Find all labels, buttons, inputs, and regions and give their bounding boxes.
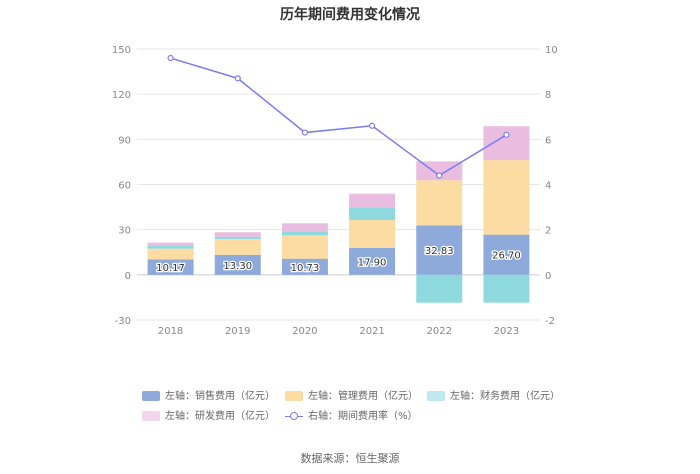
y-right-tick-label: 2 (545, 226, 551, 237)
data-label: 10.17 (156, 263, 185, 274)
y-right-tick-label: 6 (545, 135, 551, 146)
bar-segment (281, 258, 328, 275)
bar-segment (147, 248, 194, 260)
legend-item-expense-ratio[interactable]: 右轴：期间费用率（%） (285, 410, 418, 424)
bar-segment (483, 126, 530, 161)
legend-swatch-admin (285, 391, 303, 401)
bar-segment (483, 160, 530, 235)
x-tick-label: 2018 (158, 326, 183, 337)
bar-segment (214, 254, 261, 275)
bar-segment (416, 225, 463, 275)
bar-segment (416, 274, 463, 303)
data-label: 17.90 (358, 257, 387, 268)
bar-segment (214, 236, 261, 240)
legend-label-sales: 左轴：销售费用（亿元） (165, 391, 275, 402)
expense-ratio-line (170, 57, 507, 177)
x-tick-label: 2019 (225, 326, 250, 337)
bar-segment (147, 259, 194, 275)
bar-segment (349, 193, 396, 208)
x-tick-label: 2022 (427, 326, 452, 337)
y-left-tick-label: 60 (118, 181, 131, 192)
legend-item-admin[interactable]: 左轴：管理费用（亿元） (285, 390, 418, 404)
y-left-tick-label: 0 (125, 271, 131, 282)
legend-line-icon (285, 411, 303, 421)
y-left-tick-label: 90 (118, 135, 131, 146)
line-point (234, 75, 241, 82)
legend-swatch-rnd (142, 411, 160, 421)
legend-label-expense-ratio: 右轴：期间费用率（%） (308, 411, 418, 422)
data-label: 10.73 (291, 263, 320, 274)
x-tick-label: 2020 (292, 326, 317, 337)
y-right-tick-label: 0 (545, 271, 551, 282)
data-source: 数据来源：恒生聚源 (300, 452, 400, 465)
bar-segment (214, 232, 261, 237)
y-left-tick-label: 30 (118, 226, 131, 237)
y-right-tick-label: 8 (545, 90, 551, 101)
bar-segment (349, 247, 396, 275)
y-right-tick-label: 4 (545, 181, 551, 192)
y-right-tick-label: 10 (545, 45, 558, 56)
x-tick-label: 2021 (359, 326, 384, 337)
legend-label-rnd: 左轴：研发费用（亿元） (165, 411, 275, 422)
legend-swatch-sales (142, 391, 160, 401)
legend-item-finance[interactable]: 左轴：财务费用（亿元） (427, 390, 560, 404)
x-tick-label: 2023 (494, 326, 519, 337)
line-point (436, 172, 443, 179)
y-right-tick-label: -2 (545, 316, 555, 327)
line-point (503, 131, 510, 138)
line-point (167, 54, 174, 62)
y-left-tick-label: 150 (112, 45, 131, 56)
y-left-tick-label: 120 (112, 90, 131, 101)
legend-label-finance: 左轴：财务费用（亿元） (450, 391, 560, 402)
bar-segment (281, 231, 328, 236)
data-label: 13.30 (223, 261, 252, 272)
line-point (301, 129, 309, 136)
bar-segment (483, 234, 530, 275)
bar-segment (281, 223, 328, 232)
y-left-tick-label: -30 (115, 316, 131, 327)
legend-item-rnd[interactable]: 左轴：研发费用（亿元） (142, 410, 275, 424)
bar-segment (281, 235, 328, 259)
bar-segment (147, 242, 194, 246)
data-label: 26.70 (492, 251, 521, 262)
bar-segment (214, 239, 261, 255)
legend-item-sales[interactable]: 左轴：销售费用（亿元） (142, 390, 275, 404)
bar-segment (147, 245, 194, 249)
legend-swatch-finance (427, 391, 445, 401)
bar-segment (349, 207, 396, 221)
bar-segment (349, 220, 396, 248)
bar-segment (483, 274, 530, 303)
bar-segment (416, 180, 463, 226)
legend-label-admin: 左轴：管理费用（亿元） (308, 391, 418, 402)
chart-title: 历年期间费用变化情况 (280, 7, 420, 23)
data-label: 32.83 (425, 246, 454, 257)
line-point (368, 122, 376, 129)
